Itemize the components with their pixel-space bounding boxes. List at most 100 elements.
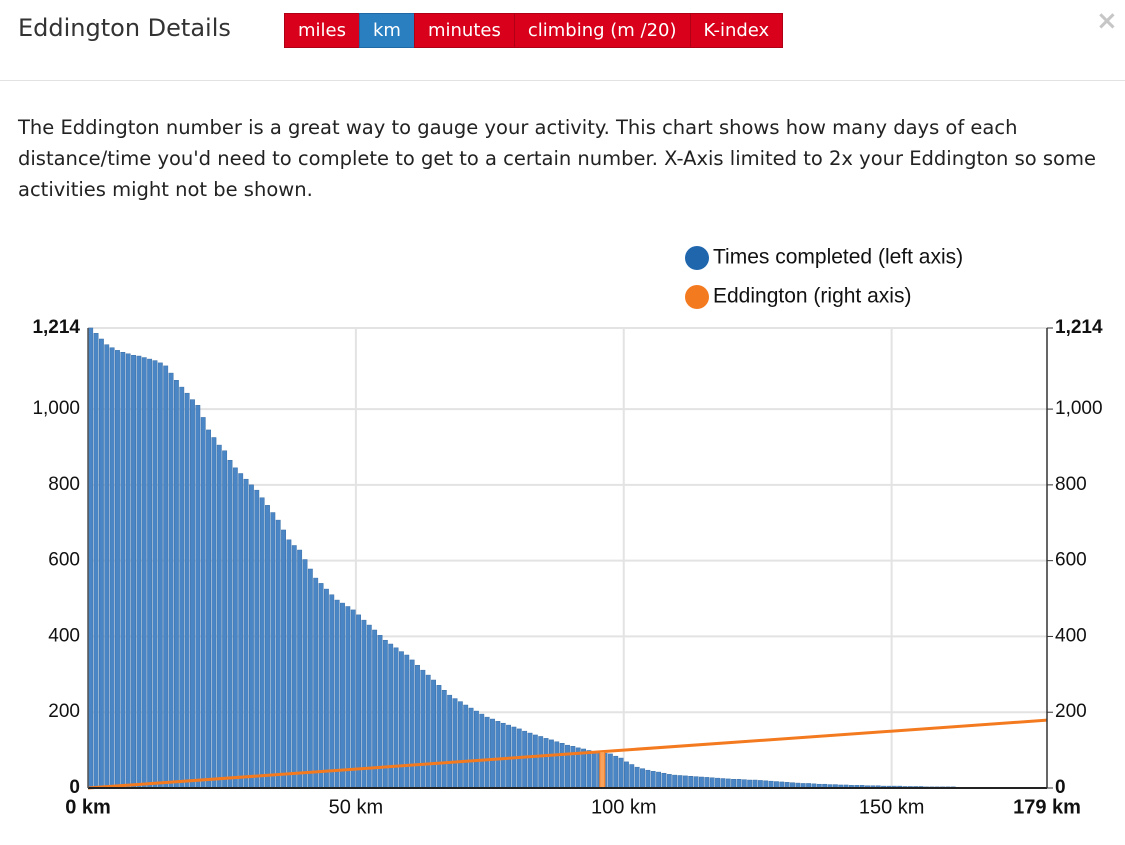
bar [522,730,528,789]
bar [484,716,490,789]
bar [736,779,742,789]
bar [109,347,115,789]
bar [532,734,538,789]
bar [275,519,281,789]
legend-label: Times completed (left axis) [713,246,963,269]
y-tick-label: 400 [48,625,80,646]
bar [645,769,651,789]
bar [184,392,190,789]
bar [752,779,758,789]
bar [248,484,254,789]
eddington-marker [599,751,606,789]
legend-swatch [685,246,709,270]
bar [704,777,710,789]
bar [741,779,747,789]
bar [725,778,731,789]
bar [259,497,265,789]
bar [490,718,495,789]
bar [565,744,570,789]
unit-button[interactable]: minutes [413,13,515,48]
bar [232,467,238,789]
bar [318,583,324,789]
bar [441,689,447,789]
bar [243,478,249,789]
unit-button[interactable]: miles [284,13,360,48]
bar [179,386,185,789]
bar [329,594,335,789]
bar [147,358,153,789]
bar [254,489,260,789]
bar [340,602,345,789]
y-tick-label: 1,214 [32,317,80,338]
bar [281,529,286,789]
bar [141,357,147,789]
unit-button[interactable]: km [359,13,415,48]
bar [447,694,453,789]
bar [350,609,356,789]
unit-buttons: miles km minutes climbing (m /20) K-index [284,13,784,48]
y2-tick-label: 600 [1055,550,1087,571]
x-tick-label: 50 km [329,796,383,818]
bar [715,777,720,789]
y2-tick-label: 1,000 [1055,398,1103,419]
bar [307,568,313,789]
close-button[interactable]: × [1096,6,1118,36]
bar [152,360,158,789]
bar [591,751,597,789]
bar [125,353,131,789]
eddington-line [87,718,1048,790]
x-tick-label: 0 km [65,796,111,818]
bar [693,776,699,789]
bar [468,707,474,789]
bar [607,753,613,789]
bar [425,674,431,789]
bar [415,664,420,789]
y-tick-label: 200 [48,701,80,722]
y-tick-label: 1,000 [32,398,80,419]
bar [613,755,619,789]
bar [173,380,179,789]
bar [372,629,378,789]
bar [163,365,169,789]
bar [98,338,104,789]
bar [709,777,715,789]
bar [291,545,297,789]
bar [195,405,201,789]
bar [757,780,763,789]
bar [436,685,442,789]
bar [634,766,640,789]
bar [538,736,544,789]
bar [506,724,511,789]
bar [720,778,726,789]
unit-button[interactable]: climbing (m /20) [513,13,691,48]
bar [554,741,560,789]
bar [624,761,629,789]
bar [731,779,737,789]
bar [200,417,206,789]
bar [286,539,292,789]
bar [366,624,372,789]
bar [157,362,163,789]
bar [136,355,142,789]
bar [543,738,549,789]
bar [431,679,436,789]
bar [120,352,126,789]
bar [190,399,195,789]
bar [640,768,645,789]
legend-label: Eddington (right axis) [713,285,911,308]
y2-tick-label: 0 [1055,777,1066,798]
bar [661,772,667,789]
bar [334,599,340,789]
bar [409,659,415,789]
bar [500,722,506,789]
bar [747,779,753,789]
bar [361,619,367,789]
bar [131,355,136,789]
bar [672,774,678,789]
x-tick-label: 150 km [859,796,925,818]
bar [527,732,533,789]
bar [666,774,672,789]
unit-button[interactable]: K-index [689,13,784,48]
bar [656,771,662,789]
